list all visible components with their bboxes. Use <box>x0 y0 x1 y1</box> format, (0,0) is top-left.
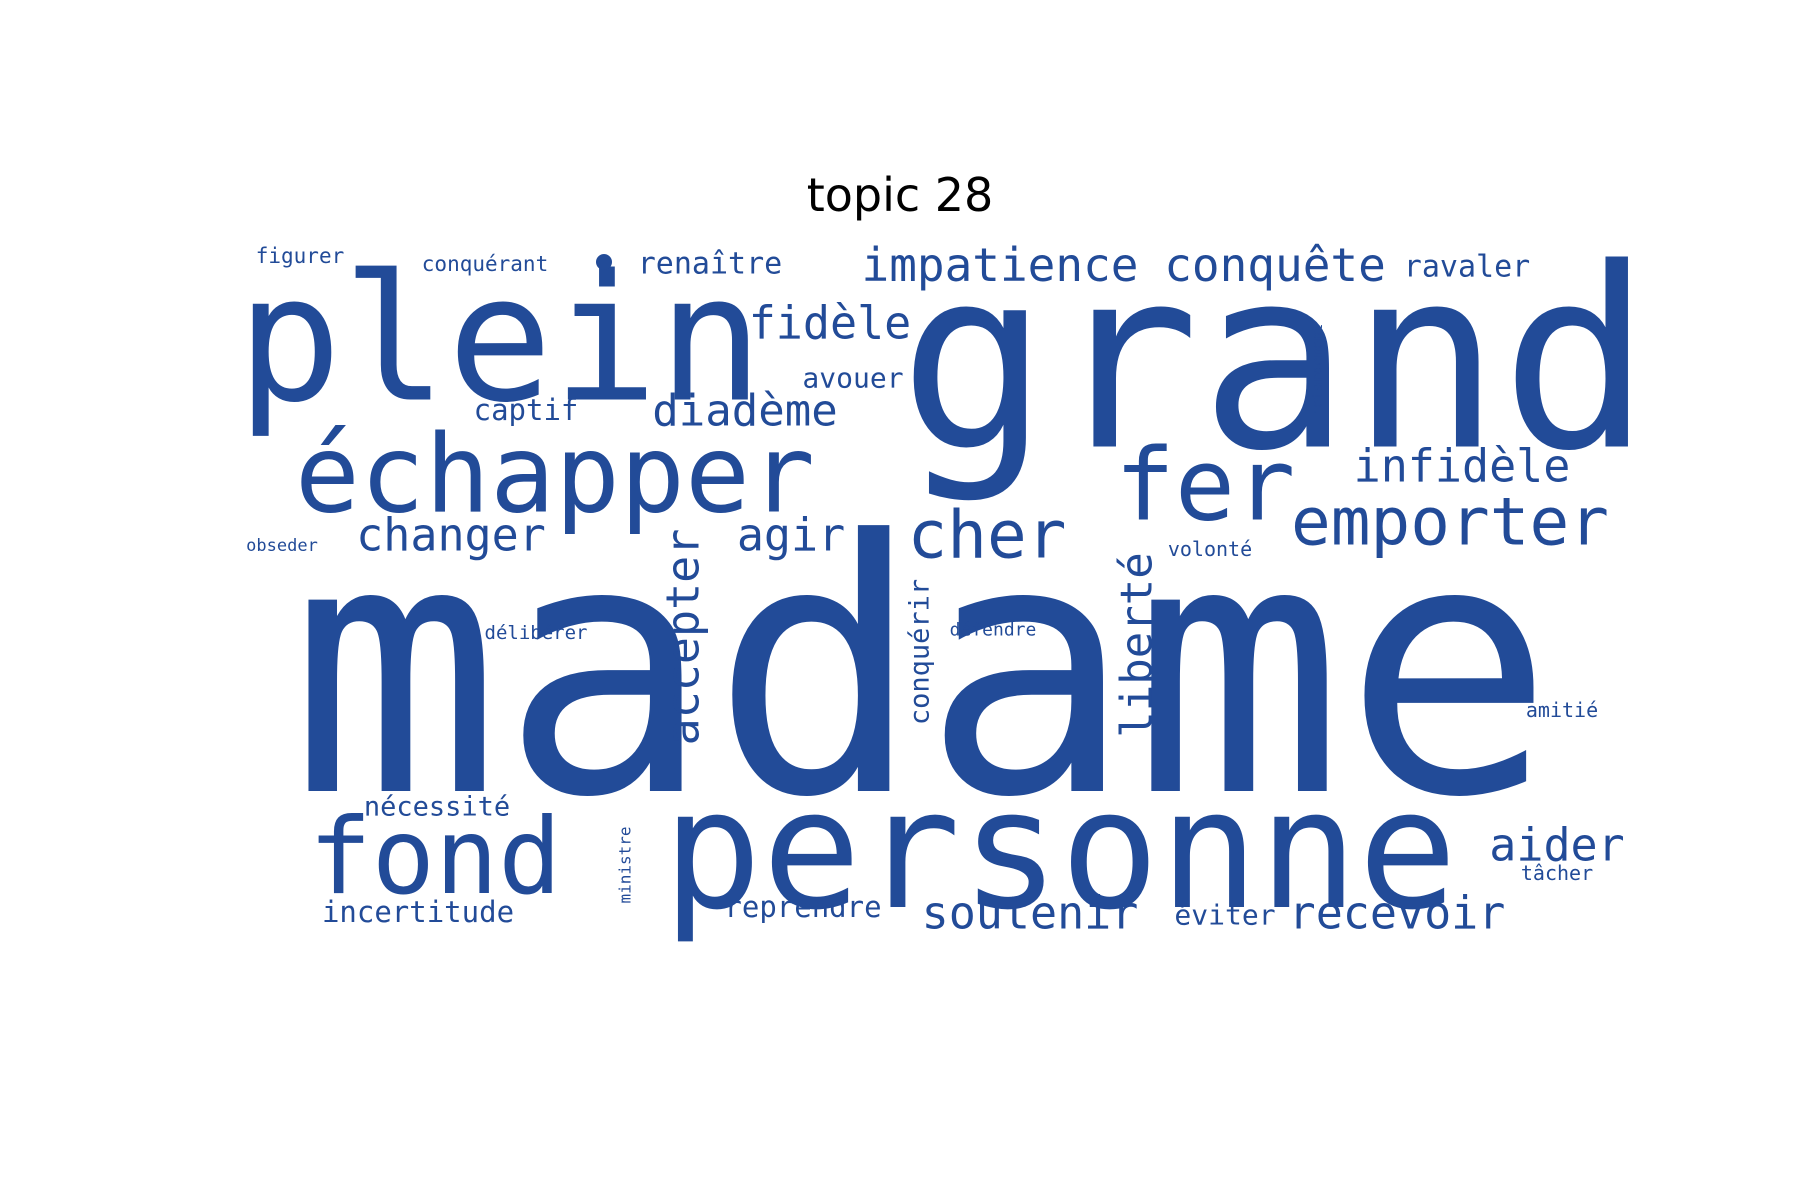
cloud-word: conquérant <box>422 252 548 276</box>
cloud-word: tâcher <box>1521 861 1593 885</box>
cloud-word: madame <box>290 466 1554 874</box>
cloud-word: retardement <box>1310 324 1326 417</box>
cloud-word: impatience <box>862 238 1139 292</box>
cloud-word: recevoir <box>1289 887 1506 940</box>
cloud-word: accepter <box>657 529 710 746</box>
cloud-word: volonté <box>1168 537 1252 561</box>
cloud-word: échapper <box>295 413 815 538</box>
cloud-word: défendre <box>950 620 1037 641</box>
cloud-word: changer <box>356 509 546 562</box>
cloud-word: agir <box>737 509 845 562</box>
cloud-word: incertitude <box>322 895 514 929</box>
cloud-word: figurer <box>256 244 345 268</box>
cloud-word: liberté <box>1112 552 1163 737</box>
cloud-word: renaître <box>638 247 783 282</box>
cloud-word: fidèle <box>749 297 912 350</box>
cloud-word: captif <box>474 393 579 427</box>
cloud-word: avouer <box>802 362 903 395</box>
cloud-word: reprendre <box>724 890 881 924</box>
cloud-word: personne <box>663 754 1458 946</box>
cloud-word: grand <box>899 215 1652 506</box>
cloud-word: emporter <box>1291 484 1609 561</box>
dot-mark <box>596 254 612 270</box>
cloud-word: éviter <box>1174 899 1275 932</box>
figure-title: topic 28 <box>806 168 994 222</box>
cloud-word: aider <box>1489 819 1624 872</box>
cloud-word: ravaler <box>1404 250 1530 285</box>
cloud-word: fer <box>1115 427 1296 544</box>
cloud-word: plein <box>237 239 764 442</box>
cloud-word: conquête <box>1164 238 1386 292</box>
cloud-word: fond <box>309 796 562 918</box>
cloud-word: cher <box>908 497 1067 574</box>
cloud-word: soutenir <box>922 887 1139 940</box>
cloud-word: diadème <box>652 386 837 437</box>
cloud-word: délibérer <box>485 622 588 644</box>
cloud-word: nécessité <box>364 792 510 823</box>
cloud-word: obseder <box>246 536 318 556</box>
cloud-word: infidèle <box>1354 440 1571 493</box>
cloud-word: ministre <box>616 826 635 903</box>
cloud-word: amitié <box>1526 698 1598 722</box>
cloud-word: conquérir <box>905 579 936 725</box>
